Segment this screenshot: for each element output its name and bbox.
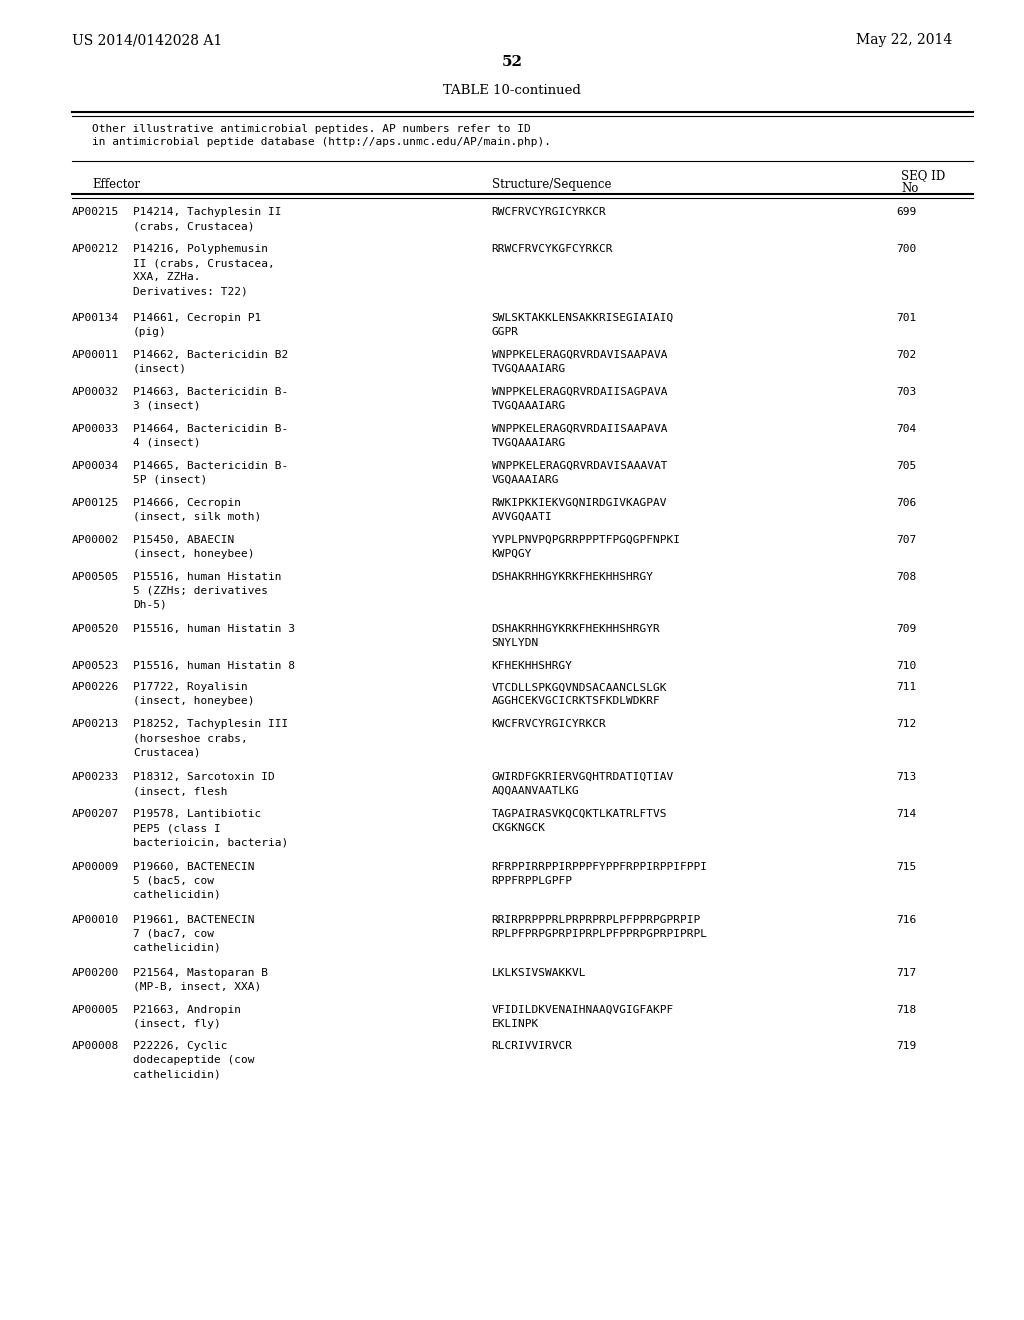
Text: 701: 701: [896, 313, 916, 323]
Text: P15450, ABAECIN
(insect, honeybee): P15450, ABAECIN (insect, honeybee): [133, 535, 255, 558]
Text: May 22, 2014: May 22, 2014: [856, 33, 952, 48]
Text: AP00233: AP00233: [72, 772, 119, 783]
Text: AP00008: AP00008: [72, 1041, 119, 1052]
Text: RFRPPIRRPPIRPPPFYPPFRPPIRPPIFPPI
RPPFRPPLGPFP: RFRPPIRRPPIRPPPFYPPFRPPIRPPIFPPI RPPFRPP…: [492, 862, 708, 886]
Text: P14216, Polyphemusin
II (crabs, Crustacea,
XXA, ZZHa.
Derivatives: T22): P14216, Polyphemusin II (crabs, Crustace…: [133, 244, 274, 296]
Text: 719: 719: [896, 1041, 916, 1052]
Text: P14665, Bactericidin B-
5P (insect): P14665, Bactericidin B- 5P (insect): [133, 461, 289, 484]
Text: P15516, human Histatin 8: P15516, human Histatin 8: [133, 661, 295, 672]
Text: No: No: [901, 182, 919, 195]
Text: WNPPKELERAGQRVRDAIISAAPAVA
TVGQAAAIARG: WNPPKELERAGQRVRDAIISAAPAVA TVGQAAAIARG: [492, 424, 667, 447]
Text: 708: 708: [896, 572, 916, 582]
Text: 710: 710: [896, 661, 916, 672]
Text: AP00505: AP00505: [72, 572, 119, 582]
Text: P18312, Sarcotoxin ID
(insect, flesh: P18312, Sarcotoxin ID (insect, flesh: [133, 772, 274, 796]
Text: 717: 717: [896, 968, 916, 978]
Text: P14666, Cecropin
(insect, silk moth): P14666, Cecropin (insect, silk moth): [133, 498, 261, 521]
Text: AP00011: AP00011: [72, 350, 119, 360]
Text: 715: 715: [896, 862, 916, 873]
Text: VTCDLLSPKGQVNDSACAANCLSLGK
AGGHCEKVGCICRKTSFKDLWDKRF: VTCDLLSPKGQVNDSACAANCLSLGK AGGHCEKVGCICR…: [492, 682, 667, 706]
Text: AP00523: AP00523: [72, 661, 119, 672]
Text: AP00033: AP00033: [72, 424, 119, 434]
Text: AP00125: AP00125: [72, 498, 119, 508]
Text: 699: 699: [896, 207, 916, 218]
Text: P14214, Tachyplesin II
(crabs, Crustacea): P14214, Tachyplesin II (crabs, Crustacea…: [133, 207, 282, 231]
Text: KFHEKHHSHRGY: KFHEKHHSHRGY: [492, 661, 572, 672]
Text: AP00134: AP00134: [72, 313, 119, 323]
Text: 704: 704: [896, 424, 916, 434]
Text: 711: 711: [896, 682, 916, 693]
Text: AP00213: AP00213: [72, 719, 119, 730]
Text: SEQ ID: SEQ ID: [901, 169, 945, 182]
Text: P19661, BACTENECIN
7 (bac7, cow
cathelicidin): P19661, BACTENECIN 7 (bac7, cow cathelic…: [133, 915, 255, 953]
Text: 713: 713: [896, 772, 916, 783]
Text: AP00212: AP00212: [72, 244, 119, 255]
Text: 712: 712: [896, 719, 916, 730]
Text: DSHAKRHHGYKRKFHEKHHSHRGY: DSHAKRHHGYKRKFHEKHHSHRGY: [492, 572, 653, 582]
Text: WNPPKELERAGQRVRDAVISAAPAVA
TVGQAAAIARG: WNPPKELERAGQRVRDAVISAAPAVA TVGQAAAIARG: [492, 350, 667, 374]
Text: RRIRPRPPPRLPRPRPRPLPFPPRPGPRPIP
RPLPFPRPGPRPIPRPLPFPPRPGPRPIPRPL: RRIRPRPPPRLPRPRPRPLPFPPRPGPRPIP RPLPFPRP…: [492, 915, 708, 939]
Text: P18252, Tachyplesin III
(horseshoe crabs,
Crustacea): P18252, Tachyplesin III (horseshoe crabs…: [133, 719, 289, 758]
Text: RRWCFRVCYKGFCYRKCR: RRWCFRVCYKGFCYRKCR: [492, 244, 613, 255]
Text: AP00215: AP00215: [72, 207, 119, 218]
Text: LKLKSIVSWAKKVL: LKLKSIVSWAKKVL: [492, 968, 586, 978]
Text: AP00005: AP00005: [72, 1005, 119, 1015]
Text: P15516, human Histatin 3: P15516, human Histatin 3: [133, 624, 295, 635]
Text: AP00520: AP00520: [72, 624, 119, 635]
Text: P14661, Cecropin P1
(pig): P14661, Cecropin P1 (pig): [133, 313, 261, 337]
Text: AP00010: AP00010: [72, 915, 119, 925]
Text: P21564, Mastoparan B
(MP-B, insect, XXA): P21564, Mastoparan B (MP-B, insect, XXA): [133, 968, 268, 991]
Text: AP00207: AP00207: [72, 809, 119, 820]
Text: P14662, Bactericidin B2
(insect): P14662, Bactericidin B2 (insect): [133, 350, 289, 374]
Text: AP00002: AP00002: [72, 535, 119, 545]
Text: P19660, BACTENECIN
5 (bac5, cow
cathelicidin): P19660, BACTENECIN 5 (bac5, cow cathelic…: [133, 862, 255, 900]
Text: 716: 716: [896, 915, 916, 925]
Text: KWCFRVCYRGICYRKCR: KWCFRVCYRGICYRKCR: [492, 719, 606, 730]
Text: P14664, Bactericidin B-
4 (insect): P14664, Bactericidin B- 4 (insect): [133, 424, 289, 447]
Text: RLCRIVVIRVCR: RLCRIVVIRVCR: [492, 1041, 572, 1052]
Text: WNPPKELERAGQRVRDAIISAGPAVA
TVGQAAAIARG: WNPPKELERAGQRVRDAIISAGPAVA TVGQAAAIARG: [492, 387, 667, 411]
Text: 700: 700: [896, 244, 916, 255]
Text: US 2014/0142028 A1: US 2014/0142028 A1: [72, 33, 222, 48]
Text: RWKIPKKIEKVGQNIRDGIVKAGPAV
AVVGQAATI: RWKIPKKIEKVGQNIRDGIVKAGPAV AVVGQAATI: [492, 498, 667, 521]
Text: DSHAKRHHGYKRKFHEKHHSHRGYR
SNYLYDN: DSHAKRHHGYKRKFHEKHHSHRGYR SNYLYDN: [492, 624, 660, 648]
Text: AP00009: AP00009: [72, 862, 119, 873]
Text: 703: 703: [896, 387, 916, 397]
Text: WNPPKELERAGQRVRDAVISAAAVAT
VGQAAAIARG: WNPPKELERAGQRVRDAVISAAAVAT VGQAAAIARG: [492, 461, 667, 484]
Text: P14663, Bactericidin B-
3 (insect): P14663, Bactericidin B- 3 (insect): [133, 387, 289, 411]
Text: 707: 707: [896, 535, 916, 545]
Text: AP00032: AP00032: [72, 387, 119, 397]
Text: P19578, Lantibiotic
PEP5 (class I
bacterioicin, bacteria): P19578, Lantibiotic PEP5 (class I bacter…: [133, 809, 289, 847]
Text: P21663, Andropin
(insect, fly): P21663, Andropin (insect, fly): [133, 1005, 241, 1028]
Text: P17722, Royalisin
(insect, honeybee): P17722, Royalisin (insect, honeybee): [133, 682, 255, 706]
Text: YVPLPNVPQPGRRPPPTFPGQGPFNPKI
KWPQGY: YVPLPNVPQPGRRPPPTFPGQGPFNPKI KWPQGY: [492, 535, 681, 558]
Text: 702: 702: [896, 350, 916, 360]
Text: 706: 706: [896, 498, 916, 508]
Text: AP00034: AP00034: [72, 461, 119, 471]
Text: RWCFRVCYRGICYRKCR: RWCFRVCYRGICYRKCR: [492, 207, 606, 218]
Text: Effector: Effector: [92, 178, 140, 191]
Text: AP00226: AP00226: [72, 682, 119, 693]
Text: Other illustrative antimicrobial peptides. AP numbers refer to ID
in antimicrobi: Other illustrative antimicrobial peptide…: [92, 124, 551, 148]
Text: SWLSKTAKKLENSAKKRISEGIAIAIQ
GGPR: SWLSKTAKKLENSAKKRISEGIAIAIQ GGPR: [492, 313, 674, 337]
Text: 52: 52: [502, 55, 522, 70]
Text: AP00200: AP00200: [72, 968, 119, 978]
Text: TAGPAIRASVKQCQKTLKATRLFTVS
CKGKNGCK: TAGPAIRASVKQCQKTLKATRLFTVS CKGKNGCK: [492, 809, 667, 833]
Text: 714: 714: [896, 809, 916, 820]
Text: P22226, Cyclic
dodecapeptide (cow
cathelicidin): P22226, Cyclic dodecapeptide (cow cathel…: [133, 1041, 255, 1080]
Text: VFIDILDKVENAIHNAAQVGIGFAKPF
EKLINPK: VFIDILDKVENAIHNAAQVGIGFAKPF EKLINPK: [492, 1005, 674, 1028]
Text: 709: 709: [896, 624, 916, 635]
Text: 718: 718: [896, 1005, 916, 1015]
Text: TABLE 10-continued: TABLE 10-continued: [443, 84, 581, 98]
Text: Structure/Sequence: Structure/Sequence: [492, 178, 611, 191]
Text: P15516, human Histatin
5 (ZZHs; derivatives
Dh-5): P15516, human Histatin 5 (ZZHs; derivati…: [133, 572, 282, 610]
Text: GWIRDFGKRIERVGQHTRDATIQTIAV
AQQAANVAATLKG: GWIRDFGKRIERVGQHTRDATIQTIAV AQQAANVAATLK…: [492, 772, 674, 796]
Text: 705: 705: [896, 461, 916, 471]
